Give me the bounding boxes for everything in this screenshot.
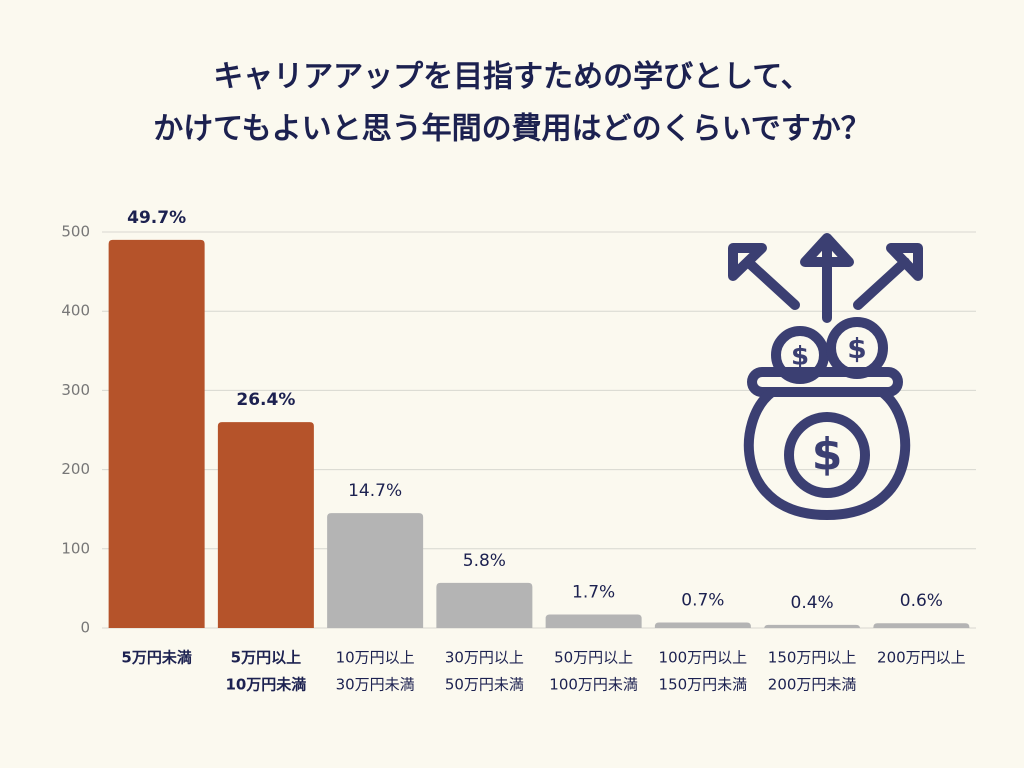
x-tick-label: 5万円未満 xyxy=(121,649,191,667)
y-tick-label: 0 xyxy=(80,619,90,637)
bar xyxy=(217,422,314,628)
y-tick-label: 100 xyxy=(61,539,90,557)
coin xyxy=(771,326,829,384)
value-label: 14.7% xyxy=(348,481,402,501)
value-label: 5.8% xyxy=(463,551,506,571)
bag-body xyxy=(743,387,911,520)
x-tick-label: 30万円以上 xyxy=(445,649,524,667)
value-label: 26.4% xyxy=(236,390,295,410)
bag-rim xyxy=(747,367,903,397)
arrow-right xyxy=(853,243,923,310)
bag-coin xyxy=(784,412,870,498)
money-bag-icon: $ $ $ xyxy=(728,233,923,520)
value-label: 0.6% xyxy=(900,591,943,611)
arrow-left xyxy=(728,243,800,310)
plot: 0 100 200 300 400 500 49.7% 5万円未満 26.4% 5万円以上 10万円… xyxy=(61,208,976,694)
y-tick-label: 300 xyxy=(61,381,90,399)
bar xyxy=(873,623,970,628)
bar xyxy=(108,239,205,629)
value-label: 49.7% xyxy=(127,208,186,228)
dollar-sign: $ xyxy=(791,342,809,372)
x-tick-label: 30万円未満 xyxy=(336,676,415,694)
y-tick-label: 500 xyxy=(61,223,90,241)
bar xyxy=(545,614,642,628)
x-tick-label: 5万円以上 xyxy=(231,649,301,667)
chart-title-line: キャリアアップを目指すための学びとして、 xyxy=(213,60,811,95)
x-tick-label: 10万円以上 xyxy=(336,649,415,667)
x-tick-label: 50万円以上 xyxy=(554,649,633,667)
x-tick-label: 10万円未満 xyxy=(225,676,306,694)
value-label: 0.4% xyxy=(791,593,834,613)
x-tick-label: 150万円以上 xyxy=(768,649,857,667)
bar xyxy=(436,582,533,628)
x-tick-label: 200万円以上 xyxy=(877,649,966,667)
bar xyxy=(654,622,751,628)
bar xyxy=(764,624,861,629)
dollar-sign: $ xyxy=(847,332,866,365)
chart-title-line: かけてもよいと思う年間の費用はどのくらいですか？ xyxy=(153,112,871,147)
dollar-sign: $ xyxy=(812,429,843,480)
bar xyxy=(327,513,424,628)
y-tick-label: 400 xyxy=(61,302,90,320)
y-tick-label: 200 xyxy=(61,460,90,478)
x-tick-label: 100万円未満 xyxy=(549,676,638,694)
x-tick-label: 150万円未満 xyxy=(659,676,748,694)
arrow-up xyxy=(800,233,854,323)
value-label: 0.7% xyxy=(681,590,724,610)
x-tick-label: 100万円以上 xyxy=(659,649,748,667)
x-tick-label: 200万円未満 xyxy=(768,676,857,694)
x-tick-label: 50万円未満 xyxy=(445,676,524,694)
value-label: 1.7% xyxy=(572,583,615,603)
